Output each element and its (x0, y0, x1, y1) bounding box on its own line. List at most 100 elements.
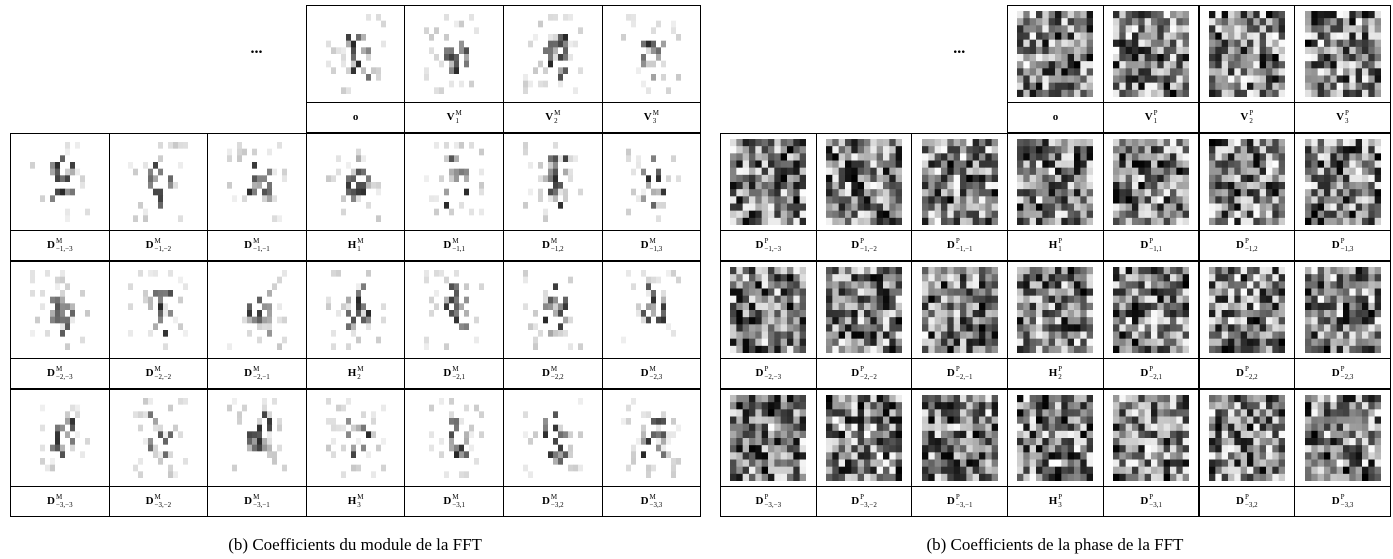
pixel (153, 471, 158, 478)
pixel (366, 431, 371, 438)
pixel (528, 290, 533, 297)
pixel (558, 209, 563, 216)
pixel (183, 405, 188, 412)
pixel (641, 41, 646, 48)
pixel (1183, 68, 1189, 75)
pixel (50, 215, 55, 222)
pixel (573, 398, 578, 405)
pixel (960, 153, 967, 160)
pixel (538, 418, 543, 425)
pixel (991, 168, 997, 175)
pixel (631, 189, 636, 196)
pixel (636, 303, 641, 310)
pixel (578, 431, 583, 438)
pixel (563, 81, 568, 88)
pixel (1368, 83, 1375, 90)
pixel (800, 139, 806, 146)
pixel (558, 290, 563, 297)
pixel (356, 195, 361, 202)
pixel (444, 54, 449, 61)
pixel (128, 330, 133, 337)
pixel (227, 215, 232, 222)
pixel (533, 405, 538, 412)
thumbnail (523, 270, 583, 350)
pixel (158, 175, 163, 182)
pixel (972, 153, 979, 160)
pixel (50, 465, 55, 472)
pixel (1183, 11, 1189, 18)
pixel (533, 175, 538, 182)
pixel (979, 204, 986, 211)
thumbnail (1017, 139, 1093, 225)
pixel (864, 146, 871, 153)
pixel (371, 67, 376, 74)
pixel (1260, 18, 1267, 25)
pixel (444, 182, 449, 189)
pixel (183, 303, 188, 310)
pixel (50, 337, 55, 344)
pixel (449, 155, 454, 162)
pixel (168, 445, 173, 452)
pixel (346, 277, 351, 284)
pixel (573, 41, 578, 48)
pixel (548, 47, 553, 54)
pixel (558, 67, 563, 74)
pixel (563, 425, 568, 432)
pixel (1272, 18, 1279, 25)
thumbnail (424, 398, 484, 478)
pixel (636, 209, 641, 216)
pixel (641, 270, 646, 277)
pixel (424, 41, 429, 48)
pixel (371, 175, 376, 182)
pixel (371, 451, 376, 458)
pixel (1017, 54, 1024, 61)
pixel (331, 277, 336, 284)
cell-label: DM−1,−2 (110, 230, 208, 260)
pixel (247, 149, 252, 156)
pixel (469, 290, 474, 297)
pixel (671, 195, 676, 202)
pixel (356, 67, 361, 74)
pixel (621, 27, 626, 34)
pixel (548, 21, 553, 28)
pixel (1017, 76, 1024, 83)
label-sup: M (56, 365, 73, 373)
pixel (381, 438, 386, 445)
pixel (454, 431, 459, 438)
pixel (272, 155, 277, 162)
pixel (839, 139, 846, 146)
pixel (1374, 61, 1380, 68)
pixel (1336, 11, 1343, 18)
pixel (434, 425, 439, 432)
label-base: D (47, 367, 55, 379)
image-area (603, 6, 701, 103)
pixel (533, 61, 538, 68)
pixel (573, 47, 578, 54)
pixel (661, 81, 666, 88)
pixel (469, 215, 474, 222)
pixel (257, 277, 262, 284)
pixel (568, 297, 573, 304)
pixel (573, 54, 578, 61)
figure-cell: VP1 (1103, 5, 1200, 133)
pixel (257, 438, 262, 445)
pixel (341, 317, 346, 324)
pixel (851, 168, 858, 175)
pixel (356, 471, 361, 478)
pixel (376, 209, 381, 216)
pixel (1068, 47, 1075, 54)
pixel (464, 310, 469, 317)
pixel (568, 209, 573, 216)
pixel (85, 451, 90, 458)
pixel (573, 87, 578, 94)
pixel (845, 168, 852, 175)
pixel (985, 218, 992, 225)
pixel (336, 343, 341, 350)
pixel (326, 162, 331, 169)
pixel (1151, 40, 1158, 47)
pixel (991, 182, 997, 189)
pixel (656, 189, 661, 196)
pixel (262, 398, 267, 405)
pixel (85, 431, 90, 438)
pixel (563, 162, 568, 169)
